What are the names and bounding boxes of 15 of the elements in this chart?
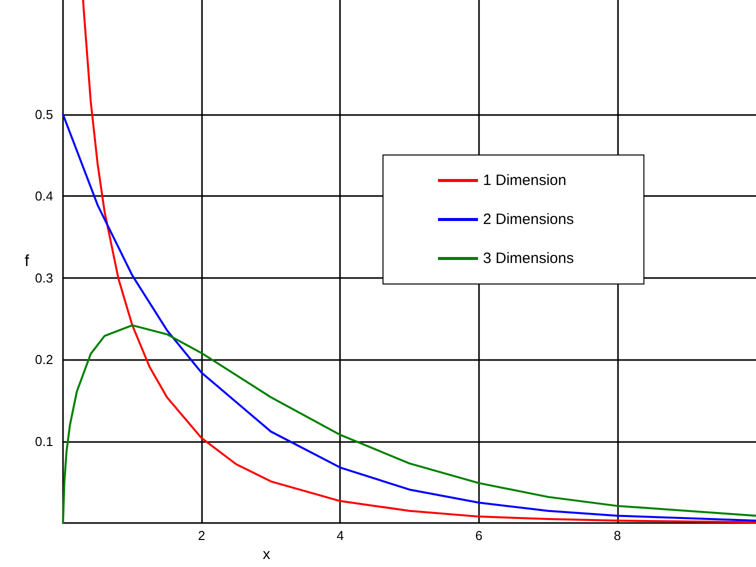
y-tick-label: 0.1	[35, 434, 54, 449]
legend-label: 2 Dimensions	[483, 211, 574, 228]
line-series	[82, 0, 756, 524]
y-tick-label: 0.2	[35, 352, 54, 368]
legend-label: 1 Dimension	[483, 172, 566, 189]
x-tick-label: 2	[198, 528, 206, 544]
y-tick-label: 0.5	[35, 106, 54, 122]
y-axis-title: f	[24, 253, 30, 270]
legend-label: 3 Dimensions	[483, 250, 574, 267]
x-axis-title: x	[262, 546, 271, 563]
y-tick-label: 0.4	[35, 188, 54, 204]
x-tick-label: 4	[336, 528, 344, 544]
x-tick-label: 6	[475, 528, 482, 544]
y-tick-label: 0.3	[35, 270, 54, 286]
x-tick-label: 8	[614, 528, 622, 544]
